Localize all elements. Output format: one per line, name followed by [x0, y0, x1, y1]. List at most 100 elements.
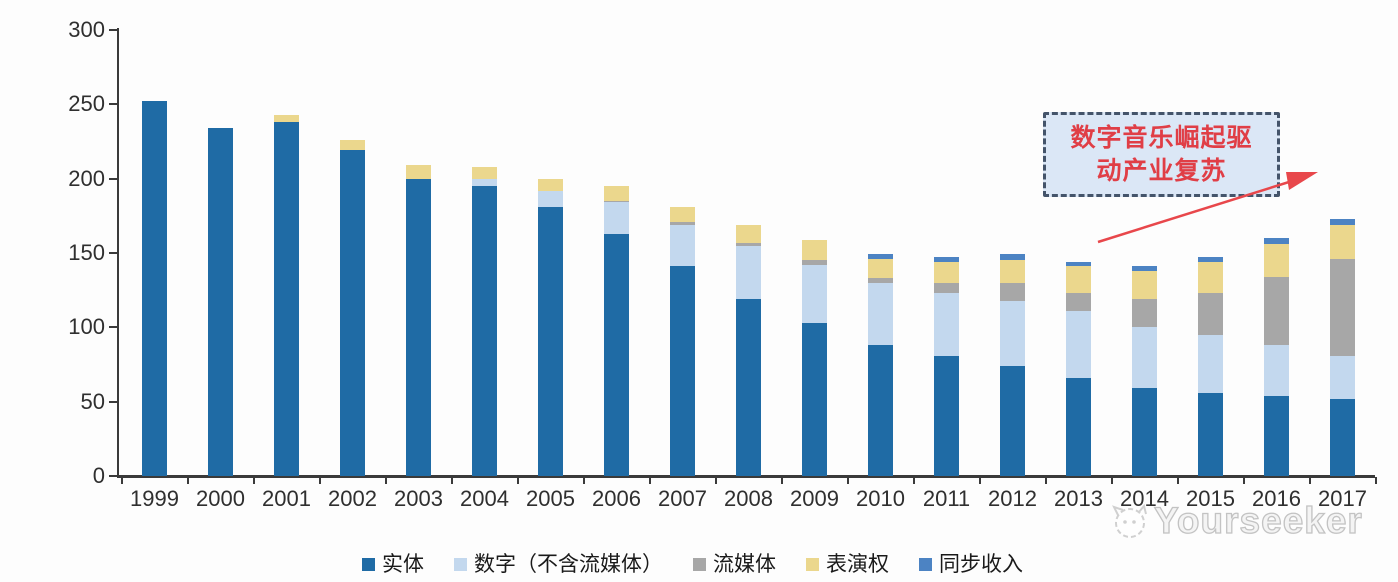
- bar-segment: [472, 178, 497, 187]
- y-tick: [109, 252, 117, 254]
- x-tick: [912, 477, 915, 484]
- x-tick: [1110, 477, 1113, 484]
- y-axis-line: [117, 28, 119, 478]
- y-axis-tick-label: 0: [92, 463, 105, 488]
- bar-segment: [1066, 293, 1091, 311]
- x-tick: [516, 477, 519, 484]
- bar-segment: [406, 178, 431, 476]
- legend-swatch-physical: [362, 557, 375, 571]
- x-axis-tick-label: 2002: [328, 486, 377, 511]
- x-axis-tick-label: 1999: [130, 486, 179, 511]
- bar-segment: [274, 114, 299, 123]
- x-axis-tick-label: 2013: [1054, 486, 1103, 511]
- y-tick: [109, 400, 117, 403]
- bar-segment: [868, 278, 893, 283]
- legend-swatch-digital: [454, 557, 467, 571]
- x-tick: [186, 477, 189, 484]
- x-axis-tick-label: 2011: [922, 486, 971, 511]
- bar-segment: [142, 101, 167, 476]
- bar-segment: [1000, 260, 1025, 283]
- x-axis-tick-label: 2016: [1252, 486, 1301, 511]
- bar-segment: [1000, 282, 1025, 301]
- bar-segment: [406, 165, 431, 179]
- bar-segment: [1264, 345, 1289, 396]
- bar-segment: [1330, 218, 1355, 225]
- x-axis-line: [117, 475, 1375, 478]
- legend-item-digital: 数字（不含流媒体）: [454, 552, 663, 576]
- x-tick: [252, 477, 255, 484]
- x-tick: [846, 477, 849, 484]
- x-axis-tick-label: 2003: [394, 486, 443, 511]
- x-axis-tick-label: 2006: [592, 486, 641, 511]
- y-axis-tick-label: 250: [68, 91, 105, 117]
- x-axis-tick-label: 2008: [724, 486, 773, 511]
- x-tick: [1044, 477, 1047, 484]
- x-tick: [1176, 477, 1179, 484]
- bar-segment: [670, 266, 695, 476]
- bar-segment: [670, 206, 695, 222]
- bar-segment: [802, 322, 827, 476]
- bar-segment: [1132, 270, 1157, 300]
- bar-segment: [1264, 395, 1289, 476]
- bar-segment: [1132, 299, 1157, 328]
- bar-segment: [1264, 244, 1289, 277]
- x-tick: [1308, 477, 1311, 484]
- bar-segment: [1066, 377, 1091, 476]
- bar-segment: [802, 264, 827, 323]
- legend-label-physical: 实体: [382, 552, 424, 576]
- bar-segment: [538, 178, 563, 191]
- x-tick: [582, 477, 585, 484]
- annotation-text-line2: 动产业复苏: [1096, 157, 1227, 185]
- legend-label-performance: 表演权: [826, 552, 889, 576]
- bar-segment: [1000, 254, 1025, 261]
- x-axis-tick-label: 2001: [262, 486, 311, 511]
- y-tick: [109, 177, 117, 180]
- bar-segment: [472, 186, 497, 476]
- x-axis-tick-label: 2012: [988, 486, 1037, 511]
- bar-segment: [538, 190, 563, 207]
- x-axis-tick-label: 2004: [460, 486, 509, 511]
- bar-segment: [1132, 327, 1157, 389]
- x-axis-tick-label: 2014: [1120, 486, 1169, 511]
- bar-segment: [538, 206, 563, 476]
- x-tick: [450, 477, 453, 484]
- bar-segment: [802, 260, 827, 265]
- y-tick: [109, 326, 117, 329]
- bar-segment: [208, 128, 233, 476]
- bar-segment: [340, 150, 365, 476]
- bar-segment: [934, 257, 959, 262]
- x-tick: [978, 477, 981, 484]
- bar-segment: [1132, 388, 1157, 476]
- bar-segment: [604, 186, 629, 201]
- bar-segment: [736, 224, 761, 243]
- annotation-callout: 数字音乐崛起驱 动产业复苏: [1043, 112, 1280, 197]
- x-tick: [1242, 477, 1245, 484]
- bar-segment: [604, 200, 629, 203]
- legend-item-sync: 同步收入: [919, 552, 1023, 576]
- bar-segment: [868, 258, 893, 279]
- x-axis-tick-label: 2015: [1186, 486, 1235, 511]
- x-tick: [714, 477, 717, 484]
- x-tick: [1374, 477, 1377, 484]
- bar-segment: [1000, 365, 1025, 476]
- legend-swatch-sync: [919, 557, 932, 571]
- bar-segment: [1000, 300, 1025, 366]
- x-axis-tick-label: 2005: [526, 486, 575, 511]
- bar-segment: [1132, 266, 1157, 271]
- bar-segment: [934, 355, 959, 476]
- bar-segment: [1066, 266, 1091, 294]
- bar-segment: [340, 140, 365, 151]
- bar-segment: [802, 239, 827, 261]
- bar-segment: [604, 233, 629, 476]
- bar-segment: [472, 166, 497, 179]
- bar-segment: [1330, 398, 1355, 476]
- bar-segment: [1264, 276, 1289, 346]
- bar-segment: [1198, 257, 1223, 262]
- y-axis-tick-label: 50: [80, 388, 105, 414]
- y-axis-tick-label: 300: [68, 17, 105, 42]
- legend-swatch-streaming: [693, 557, 706, 571]
- bar-segment: [1330, 355, 1355, 399]
- x-tick: [384, 477, 387, 484]
- x-axis-tick-label: 2009: [790, 486, 839, 511]
